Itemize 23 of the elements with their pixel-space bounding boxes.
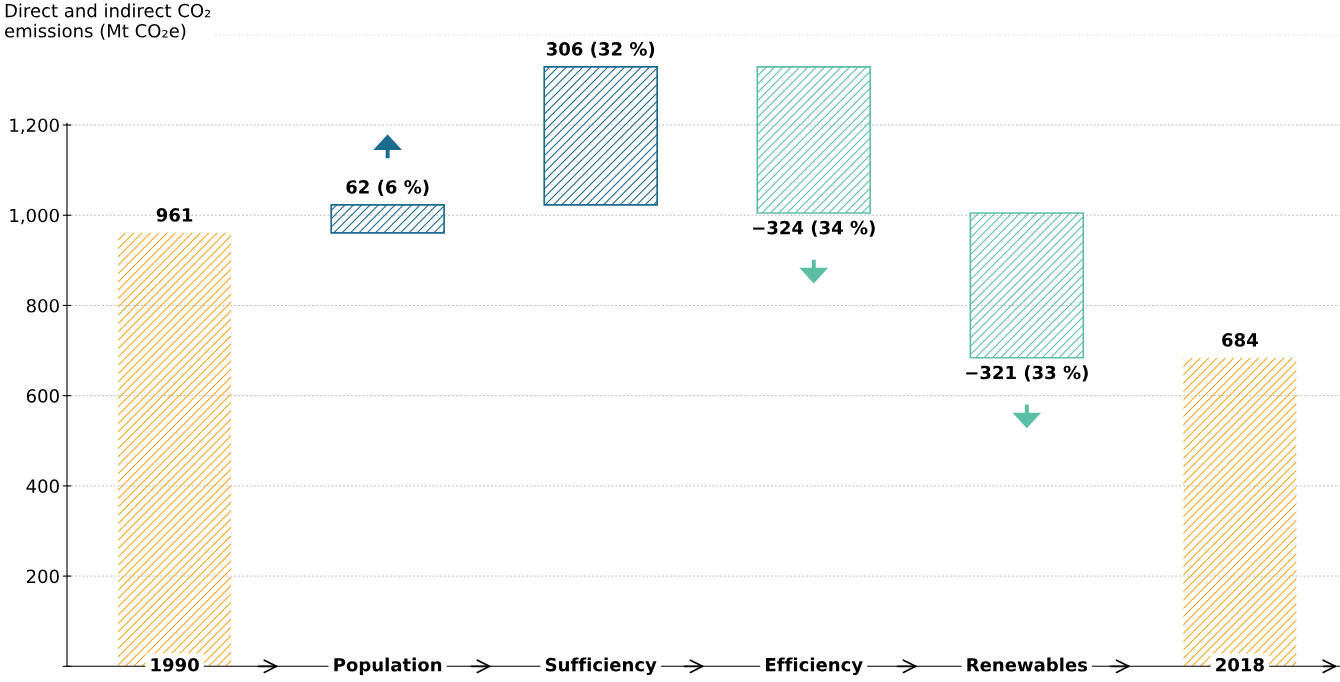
x-tick-label: Renewables [967,657,1088,672]
x-tick-label: Efficiency [766,657,863,676]
bar [756,65,872,214]
data-label: −324 (34 %) [753,220,875,237]
x-tick-label: Sufficiency [545,657,657,676]
data-label: 684 [1222,333,1258,347]
data-label: 961 [156,208,193,222]
x-tick-label: 1990 [151,657,199,672]
bar [543,65,658,206]
bar [969,212,1085,359]
y-tick-label: 200 [26,569,59,584]
y-axis-title: Direct and indirect CO₂ emissions (Mt CO₂e) [5,3,211,40]
data-label: 306 (32 %) [546,41,655,58]
y-tick-label: 1,200 [10,118,59,134]
y-tick-label: 400 [26,479,59,493]
x-tick-label: 2018 [1216,657,1264,672]
y-tick-label: 800 [26,298,59,313]
y-tick-label: 600 [26,389,59,403]
bar [330,204,445,234]
data-label: −321 (33 %) [966,365,1088,382]
y-tick-label: 1,000 [10,208,59,225]
data-label: 62 (6 %) [346,179,429,196]
x-tick-label: Population [334,657,442,676]
